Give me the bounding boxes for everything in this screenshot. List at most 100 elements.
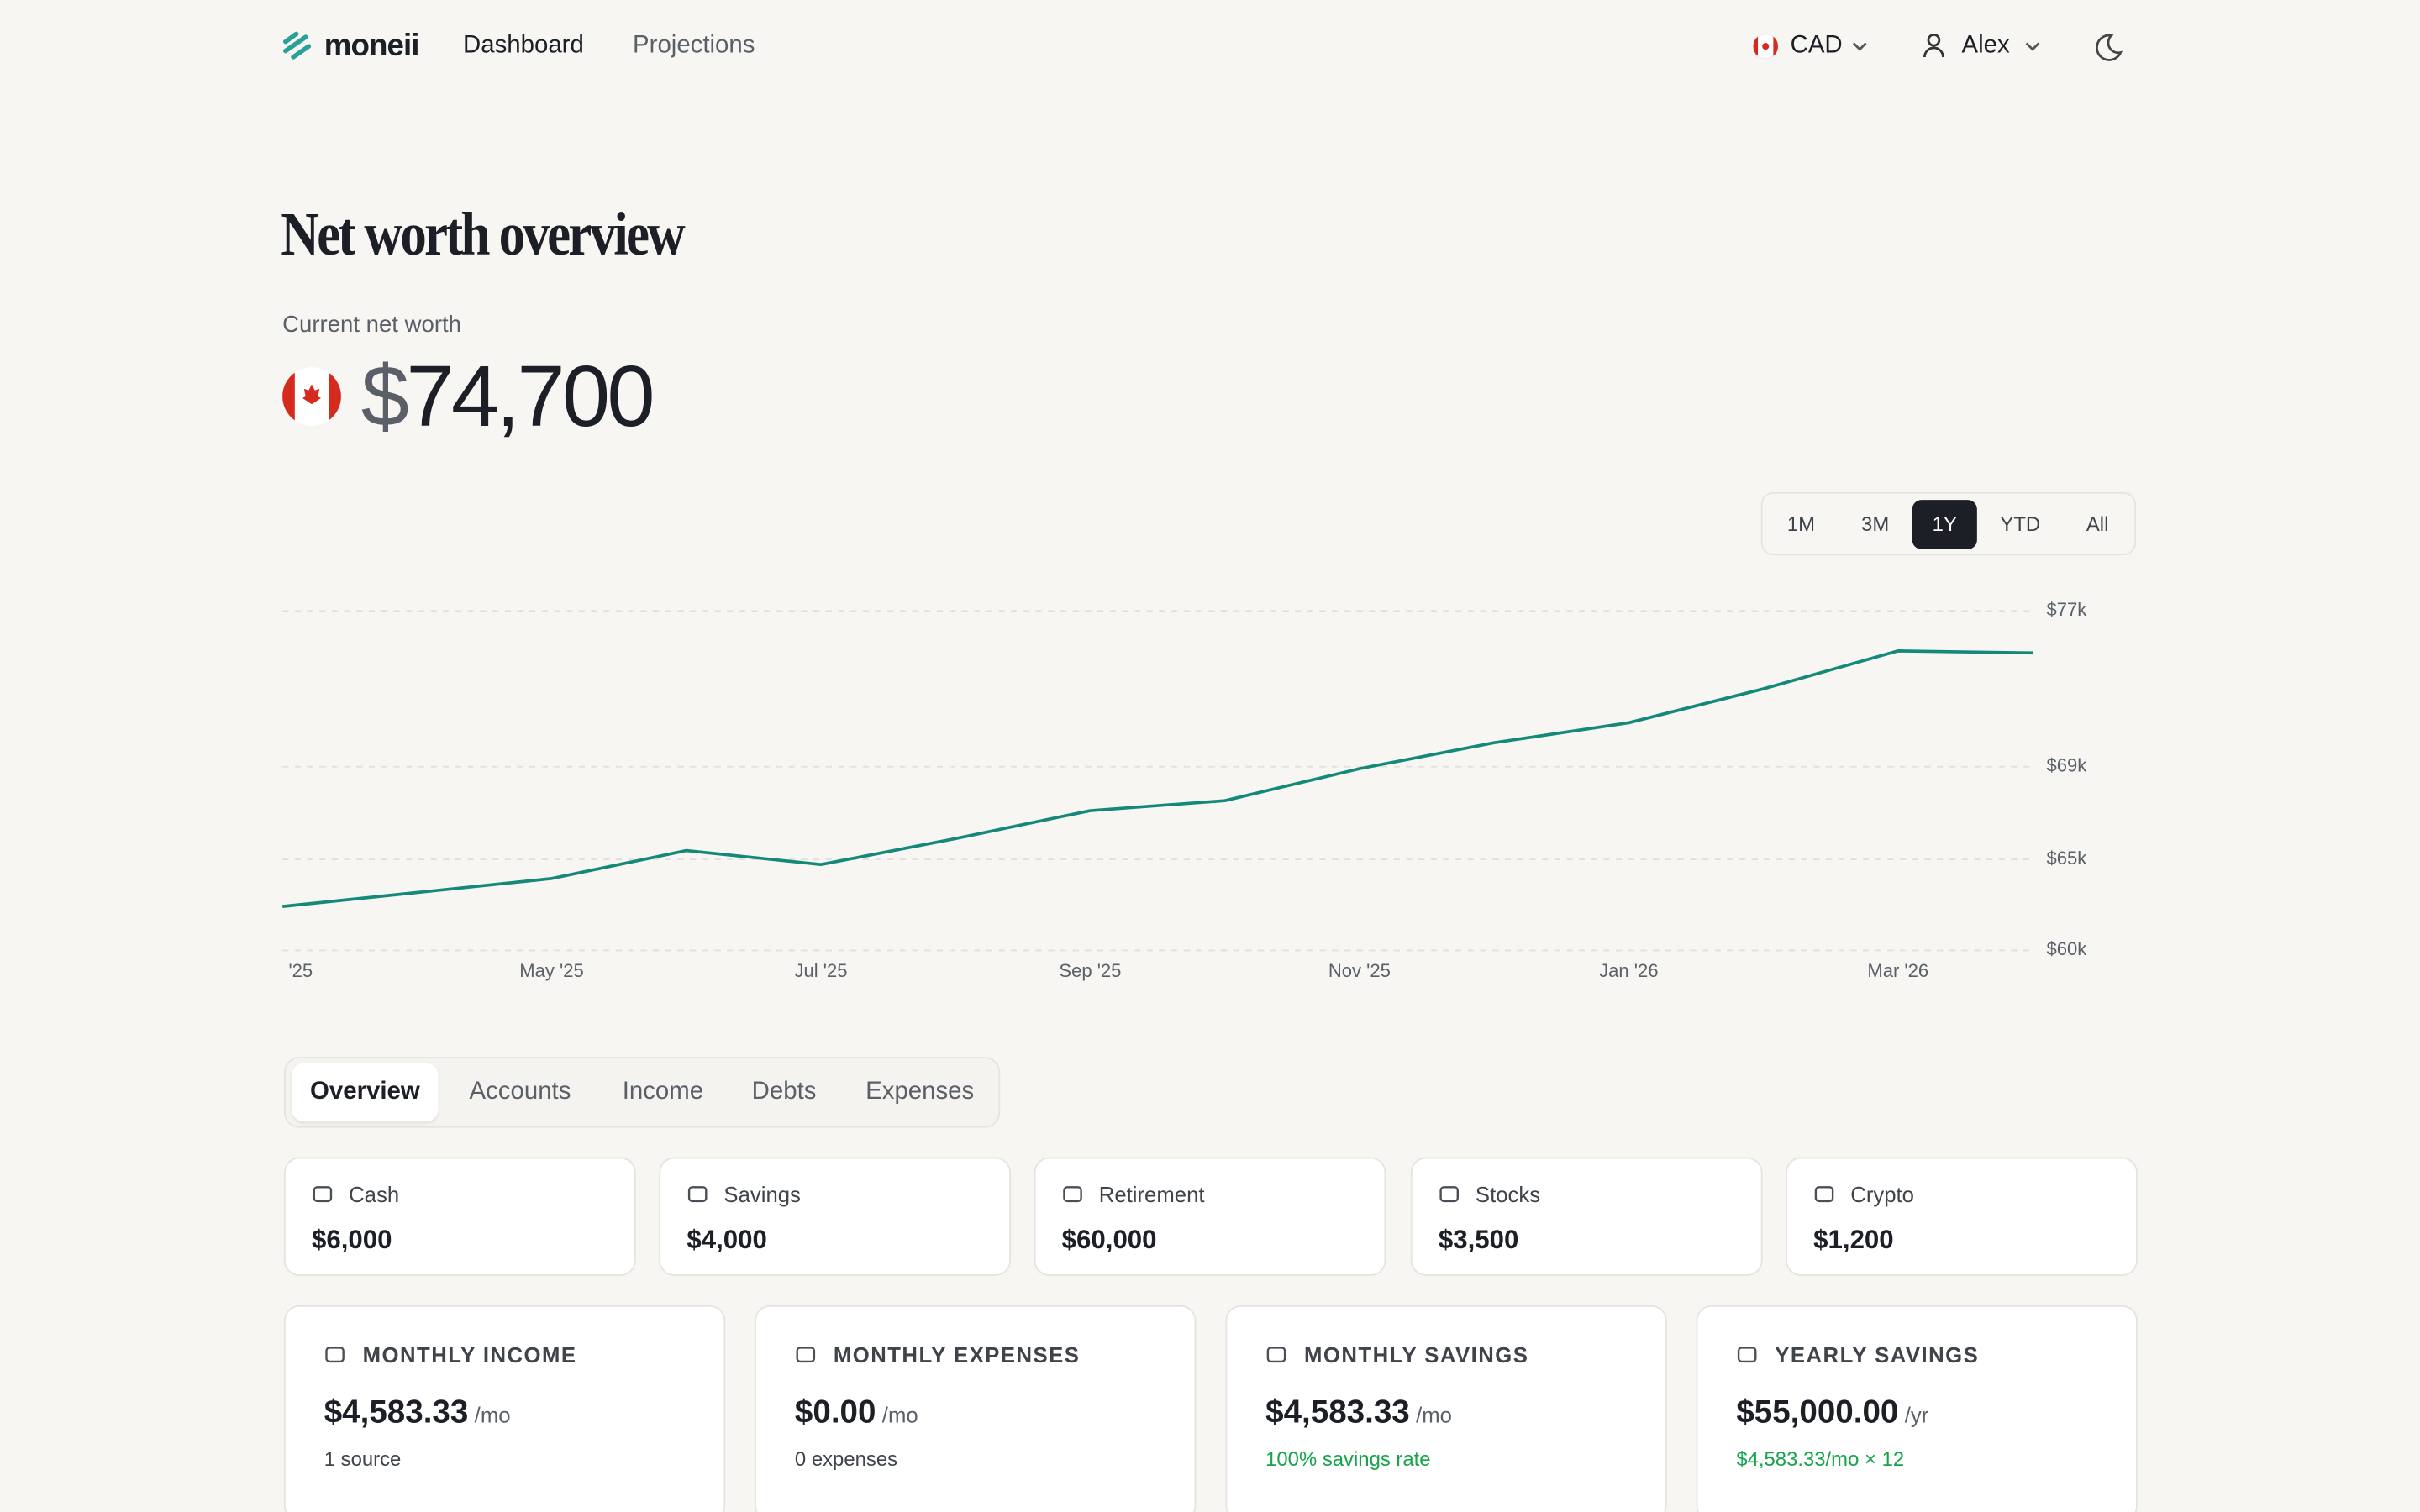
summary-unit: /mo	[474, 1402, 511, 1427]
range-button[interactable]: All	[2086, 512, 2109, 536]
account-value: $1,200	[1813, 1225, 1894, 1255]
flag-icon	[282, 367, 341, 426]
y-tick-label: $77k	[2047, 599, 2088, 620]
summary-unit: /mo	[881, 1402, 918, 1427]
user-menu[interactable]: Alex	[1961, 32, 2010, 59]
chevron	[2025, 42, 2040, 51]
account-label: Cash	[349, 1181, 400, 1207]
x-tick-label: May '25	[519, 960, 583, 981]
account-card: Crypto $1,200	[1786, 1157, 2138, 1276]
page-title: Net worth overview	[281, 198, 686, 269]
icon-shape	[1063, 1186, 1082, 1203]
icon-shape	[796, 1347, 816, 1363]
tab[interactable]: Accounts	[469, 1078, 571, 1105]
net-worth-label: Current net worth	[282, 312, 461, 339]
nav-link[interactable]: Dashboard	[463, 32, 584, 59]
account-card: Retirement $60,000	[1034, 1157, 1386, 1276]
summary-card: MONTHLY INCOME $4,583.33/mo 1 source	[283, 1305, 726, 1512]
summary-note: $4,583.33/mo × 12	[1736, 1446, 1905, 1471]
summary-value-row: $0.00/mo	[795, 1394, 918, 1431]
summary-value: $0.00	[794, 1394, 876, 1431]
range-button[interactable]: 1M	[1786, 512, 1816, 536]
y-tick-label: $65k	[2047, 848, 2088, 869]
icon	[1814, 1186, 1834, 1203]
summary-label: MONTHLY SAVINGS	[1304, 1341, 1529, 1368]
icon	[325, 1347, 345, 1363]
currency-selector[interactable]: CAD	[1790, 32, 1843, 59]
account-card: Stocks $3,500	[1410, 1157, 1763, 1276]
account-label: Stocks	[1475, 1181, 1541, 1207]
icon	[1266, 1347, 1286, 1363]
currency-symbol: $	[360, 347, 409, 444]
logo	[283, 31, 312, 60]
tab[interactable]: Income	[622, 1078, 704, 1105]
summary-value-row: $4,583.33/mo	[1265, 1394, 1452, 1431]
account-value: $3,500	[1438, 1225, 1519, 1255]
x-tick-label: Sep '25	[1059, 960, 1121, 981]
summary-label: MONTHLY EXPENSES	[833, 1341, 1081, 1368]
summary-value-row: $55,000.00/yr	[1736, 1394, 1928, 1431]
net-worth: $74,700	[360, 345, 655, 445]
icon-shape	[313, 1186, 333, 1203]
range-selector: 1M 3M 1Y YTD All	[1760, 491, 2137, 556]
account-label: Retirement	[1098, 1181, 1205, 1207]
summary-value: $4,583.33	[324, 1394, 469, 1431]
amount: 74,700	[406, 347, 655, 444]
range-button[interactable]: 1Y	[1912, 500, 1977, 549]
icon-shape	[1737, 1347, 1757, 1363]
line	[281, 649, 2033, 908]
icon-shape	[1266, 1347, 1286, 1363]
theme-toggle[interactable]	[2096, 34, 2123, 61]
x-tick-label: Mar '26	[1867, 960, 1928, 981]
summary-card: YEARLY SAVINGS $55,000.00/yr $4,583.33/mo …	[1696, 1305, 2138, 1512]
range-button[interactable]: 3M	[1861, 512, 1890, 536]
summary-card: MONTHLY EXPENSES $0.00/mo 0 expenses	[755, 1305, 1197, 1512]
x-tick-label: Jan '26	[1599, 960, 1658, 981]
tab[interactable]: Overview	[292, 1063, 439, 1122]
icon-shape	[1814, 1186, 1834, 1203]
summary-note: 100% savings rate	[1265, 1446, 1431, 1471]
icon	[796, 1347, 816, 1363]
summary-note: 1 source	[324, 1446, 402, 1471]
range-button[interactable]: YTD	[2000, 512, 2041, 536]
x-tick-label: '25	[288, 960, 313, 981]
account-card: Cash $6,000	[283, 1157, 636, 1276]
account-label: Crypto	[1850, 1181, 1914, 1207]
icon-shape	[1439, 1186, 1459, 1203]
summary-value: $4,583.33	[1265, 1394, 1410, 1431]
icon	[1063, 1186, 1082, 1203]
currency-flag	[1752, 33, 1779, 60]
summary-card: MONTHLY SAVINGS $4,583.33/mo 100% savings …	[1225, 1305, 1667, 1512]
tabs: Overview Accounts Income Debts Expenses	[283, 1057, 1001, 1128]
y-tick-label: $60k	[2047, 938, 2088, 959]
icon-shape	[687, 1186, 708, 1203]
icon-shape	[325, 1347, 345, 1363]
summary-unit: /mo	[1416, 1402, 1452, 1427]
icon	[1439, 1186, 1459, 1203]
summary-label: YEARLY SAVINGS	[1775, 1341, 1980, 1368]
summary-label: MONTHLY INCOME	[362, 1341, 577, 1368]
tab[interactable]: Expenses	[865, 1078, 975, 1105]
x-tick-label: Nov '25	[1328, 960, 1391, 981]
tab[interactable]: Debts	[751, 1078, 817, 1105]
icon	[313, 1186, 333, 1203]
account-card: Savings $4,000	[659, 1157, 1012, 1276]
account-value: $4,000	[687, 1225, 767, 1255]
account-value: $60,000	[1061, 1225, 1157, 1255]
summary-unit: /yr	[1904, 1402, 1929, 1427]
x-tick-label: Jul '25	[795, 960, 848, 981]
icon	[1737, 1347, 1757, 1363]
account-value: $6,000	[312, 1225, 392, 1255]
chevron	[1852, 42, 1867, 51]
summary-value-row: $4,583.33/mo	[324, 1394, 511, 1431]
icon	[687, 1186, 708, 1203]
brand: moneii	[324, 29, 420, 64]
summary-value: $55,000.00	[1736, 1394, 1899, 1431]
y-tick-label: $69k	[2047, 755, 2088, 776]
user-icon	[1923, 33, 1944, 58]
nav-link[interactable]: Projections	[633, 32, 755, 59]
account-label: Savings	[723, 1181, 801, 1207]
